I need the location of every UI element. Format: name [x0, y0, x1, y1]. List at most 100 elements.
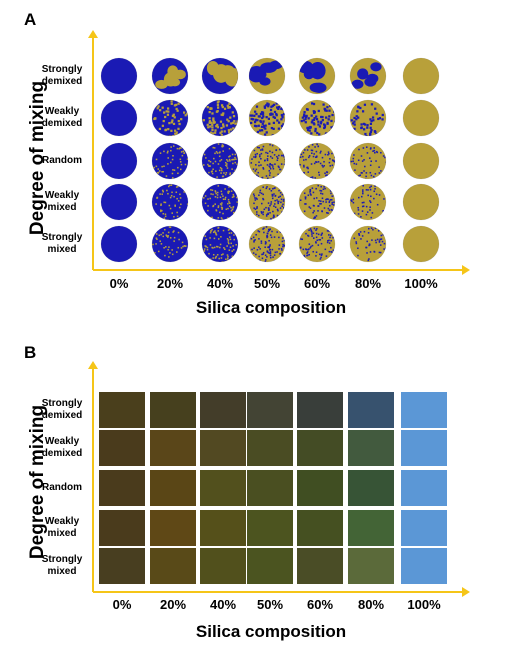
panel-b-column-label: 80% [357, 597, 385, 612]
color-cell [247, 470, 293, 506]
particle-disk [248, 99, 286, 137]
particle-disk [151, 142, 189, 180]
color-cell [150, 548, 196, 584]
particle-disk [402, 142, 440, 180]
panel-b-x-axis-title: Silica composition [195, 622, 347, 641]
color-cell [401, 548, 447, 584]
color-cell [150, 470, 196, 506]
color-cell [200, 430, 246, 466]
color-cell [150, 430, 196, 466]
color-cell [348, 392, 394, 428]
panel-b-column-label: 50% [256, 597, 284, 612]
color-cell [297, 548, 343, 584]
panel-b-row-label: Weakly mixed [44, 516, 80, 539]
color-cell [401, 470, 447, 506]
color-cell [247, 392, 293, 428]
particle-disk [298, 225, 336, 263]
particle-disk [248, 142, 286, 180]
color-cell [348, 470, 394, 506]
panel-a-y-axis-arrow [88, 30, 98, 38]
panel-a-column-label: 0% [109, 276, 129, 291]
panel-a-label: A [24, 10, 37, 29]
color-cell [247, 430, 293, 466]
panel-b-row-label: Strongly demixed [41, 398, 83, 421]
color-cell [200, 510, 246, 546]
color-cell [99, 548, 145, 584]
particle-disk [100, 183, 138, 221]
particle-disk [349, 57, 387, 95]
color-cell [99, 392, 145, 428]
particle-disk [100, 99, 138, 137]
particle-disk [100, 57, 138, 95]
panel-a-row-label: Strongly demixed [41, 64, 83, 87]
particle-disk [349, 183, 387, 221]
color-cell [200, 548, 246, 584]
particle-disk [151, 183, 189, 221]
panel-b-column-label: 40% [209, 597, 237, 612]
particle-disk [151, 225, 189, 263]
particle-disk [298, 57, 336, 95]
panel-a-row-label: Weakly demixed [41, 106, 83, 129]
panel-b-row-label: Weakly demixed [41, 436, 83, 459]
color-cell [247, 510, 293, 546]
particle-disk [349, 225, 387, 263]
panel-a-row-label: Weakly mixed [44, 190, 80, 213]
panel-b-column-label: 60% [306, 597, 334, 612]
particle-disk [298, 99, 336, 137]
particle-disk [248, 225, 286, 263]
particle-disk [201, 183, 239, 221]
particle-disk [402, 99, 440, 137]
color-cell [401, 430, 447, 466]
panel-b-column-label: 100% [407, 597, 441, 612]
particle-disk [349, 99, 387, 137]
panel-a-column-label: 60% [303, 276, 331, 291]
color-cell [150, 510, 196, 546]
color-cell [401, 510, 447, 546]
particle-disk [151, 57, 189, 95]
color-cell [348, 548, 394, 584]
color-cell [297, 392, 343, 428]
particle-disk [201, 225, 239, 263]
color-cell [200, 392, 246, 428]
panel-a-row-label: Strongly mixed [41, 232, 83, 255]
panel-a-column-label: 20% [156, 276, 184, 291]
particle-disk [248, 57, 286, 95]
particle-disk [402, 225, 440, 263]
particle-disk [201, 57, 239, 95]
panel-a-column-label: 40% [206, 276, 234, 291]
particle-disk [298, 183, 336, 221]
particle-disk [298, 142, 336, 180]
color-cell [99, 470, 145, 506]
panel-a-column-label: 80% [354, 276, 382, 291]
particle-disk [248, 183, 286, 221]
particle-disk [100, 225, 138, 263]
color-cell [401, 392, 447, 428]
panel-b-y-axis-arrow [88, 361, 98, 369]
particle-disk [349, 142, 387, 180]
particle-disk [402, 183, 440, 221]
panel-b-row-label: Random [42, 482, 82, 493]
color-cell [99, 510, 145, 546]
color-cell [297, 470, 343, 506]
panel-b-column-label: 20% [159, 597, 187, 612]
particle-disk [100, 142, 138, 180]
panel-b-x-axis-arrow [462, 587, 470, 597]
panel-b-row-label: Strongly mixed [41, 554, 83, 577]
panel-a-x-axis-arrow [462, 265, 470, 275]
color-cell [150, 392, 196, 428]
color-cell [99, 430, 145, 466]
particle-disk [201, 142, 239, 180]
color-cell [297, 510, 343, 546]
color-cell [297, 430, 343, 466]
panel-a-row-label: Random [42, 155, 82, 166]
color-cell [348, 430, 394, 466]
particle-disk [151, 99, 189, 137]
particle-disk [201, 99, 239, 137]
panel-a-column-label: 100% [404, 276, 438, 291]
color-cell [348, 510, 394, 546]
panel-a-column-label: 50% [253, 276, 281, 291]
panel-b-column-label: 0% [112, 597, 132, 612]
color-cell [200, 470, 246, 506]
panel-a-x-axis-title: Silica composition [195, 298, 347, 317]
